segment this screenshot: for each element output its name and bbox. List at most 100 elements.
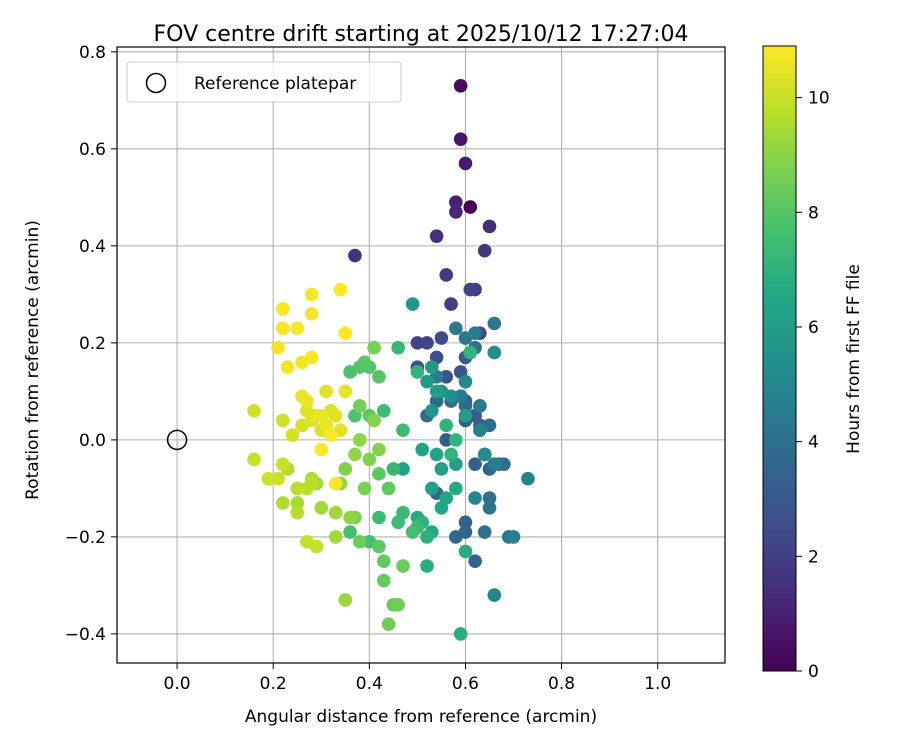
data-point — [473, 399, 487, 413]
data-point — [367, 413, 381, 428]
data-point — [487, 316, 502, 331]
legend-label: Reference platepar — [194, 74, 356, 94]
data-point — [444, 297, 458, 311]
data-point — [295, 389, 309, 404]
data-point — [333, 282, 348, 297]
data-point — [309, 539, 324, 554]
data-point — [372, 539, 386, 554]
data-point — [271, 471, 285, 486]
data-point — [338, 593, 353, 607]
data-point — [482, 219, 497, 234]
data-point — [449, 321, 463, 336]
data-point — [338, 384, 353, 399]
data-point — [463, 200, 478, 214]
data-point — [396, 423, 410, 437]
data-point — [425, 481, 439, 496]
data-point — [352, 534, 367, 549]
legend: Reference platepar — [126, 61, 402, 103]
data-point — [290, 321, 305, 336]
data-point — [420, 530, 434, 544]
y-tick-label: 0.6 — [79, 140, 106, 160]
y-tick-label: 0.4 — [79, 237, 106, 257]
data-point — [429, 384, 444, 399]
colorbar-tick-label: 2 — [808, 547, 819, 567]
data-point — [453, 389, 468, 404]
data-point — [304, 476, 319, 491]
data-point — [372, 467, 386, 481]
data-point — [453, 132, 468, 146]
data-point — [391, 515, 405, 530]
data-point — [290, 496, 305, 510]
data-point — [420, 374, 434, 389]
x-tick-label: 0.2 — [260, 674, 287, 694]
data-point — [386, 462, 401, 476]
data-point — [458, 156, 473, 171]
data-point — [276, 321, 290, 336]
data-point — [391, 340, 405, 355]
y-tick-label: −0.4 — [65, 625, 106, 645]
data-point — [328, 530, 343, 544]
data-point — [338, 462, 353, 476]
data-point — [449, 195, 463, 210]
data-point — [449, 530, 463, 544]
colorbar-tick-label: 0 — [808, 662, 819, 682]
data-point — [314, 442, 329, 457]
y-tick-label: 0.8 — [79, 43, 106, 63]
y-tick-label: −0.2 — [65, 528, 106, 548]
data-point — [434, 462, 449, 476]
data-points — [247, 79, 535, 641]
data-point — [285, 428, 300, 442]
data-point — [247, 452, 261, 467]
data-point — [453, 627, 468, 641]
data-point — [261, 471, 276, 486]
data-point — [396, 462, 410, 476]
legend-box — [126, 61, 402, 103]
data-point — [405, 525, 420, 539]
x-tick-label: 0.0 — [164, 674, 191, 694]
data-point — [338, 326, 353, 340]
data-point — [381, 617, 396, 631]
x-axis-ticks: 0.0 0.2 0.4 0.6 0.8 1.0 — [164, 663, 671, 694]
data-point — [458, 374, 473, 389]
data-point — [420, 559, 434, 573]
data-point — [477, 243, 492, 258]
data-point — [304, 306, 319, 321]
data-point — [290, 481, 305, 496]
data-point — [362, 452, 377, 467]
data-point — [425, 403, 439, 418]
data-point — [376, 403, 391, 418]
colorbar-tick-label: 8 — [808, 203, 819, 223]
x-tick-label: 1.0 — [644, 674, 671, 694]
data-point — [348, 447, 362, 462]
data-point — [319, 384, 333, 399]
data-point — [439, 370, 454, 384]
data-point — [477, 447, 492, 462]
data-point — [439, 268, 454, 282]
plot-frame — [116, 46, 726, 664]
data-point — [280, 360, 295, 374]
data-point — [487, 457, 502, 471]
data-point — [391, 597, 405, 612]
data-point — [487, 588, 502, 602]
data-point — [352, 433, 367, 447]
data-point — [372, 510, 386, 525]
data-point — [482, 491, 497, 505]
chart-title: FOV centre drift starting at 2025/10/12 … — [154, 22, 689, 47]
data-point — [477, 525, 492, 539]
data-point — [482, 500, 497, 515]
data-point — [410, 365, 425, 379]
data-point — [324, 428, 338, 442]
data-point — [276, 457, 290, 471]
data-point — [439, 491, 454, 505]
y-axis-label: Rotation from reference (arcmin) — [23, 220, 43, 500]
colorbar-tick-label: 6 — [808, 318, 819, 338]
data-point — [396, 559, 410, 573]
data-point — [463, 282, 478, 297]
data-point — [309, 408, 324, 423]
data-point — [343, 510, 357, 525]
data-point — [328, 476, 343, 491]
data-point — [276, 496, 290, 510]
data-point — [425, 360, 439, 374]
data-point — [497, 457, 511, 471]
